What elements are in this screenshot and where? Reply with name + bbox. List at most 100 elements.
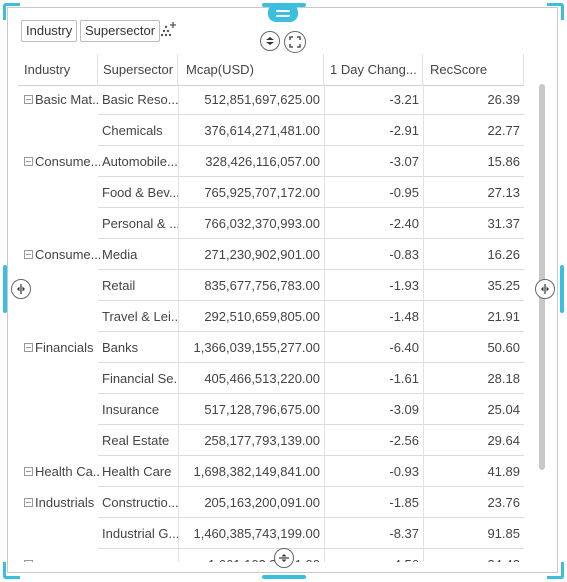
table-row[interactable]: Health Ca... Health Care 1,698,382,149,8… [18,456,524,487]
recscore-cell: 34.42 [423,549,524,562]
change-cell: -3.07 [324,146,423,177]
resize-corner-bottom-right[interactable] [547,562,564,579]
supersector-cell: Food & Bev... [98,177,178,208]
mcap-cell: 765,925,707,172.00 [178,177,324,208]
recscore-cell: 50.60 [423,332,524,363]
add-grouping-icon[interactable] [158,20,178,40]
expand-icon[interactable] [284,31,306,53]
change-cell: -1.93 [324,270,423,301]
table-row[interactable]: Industrial G... 1,460,385,743,199.00 -8.… [18,518,524,549]
mcap-cell: 1,661,102,84...1.00 [178,549,324,562]
vertical-scrollbar-thumb[interactable] [539,84,545,470]
recscore-cell: 25.04 [423,394,524,425]
collapse-icon[interactable] [24,250,33,260]
table-row[interactable]: Travel & Lei... 292,510,659,805.00 -1.48… [18,301,524,332]
industry-cell[interactable] [20,549,100,562]
collapse-icon[interactable] [24,560,33,562]
supersector-cell: Travel & Lei... [98,301,178,332]
recscore-cell: 21.91 [423,301,524,332]
collapse-icon[interactable] [24,157,33,167]
column-header-mcap[interactable]: Mcap(USD) [178,54,324,86]
mcap-cell: 405,466,513,220.00 [178,363,324,394]
recscore-cell: 29.64 [423,425,524,456]
table-row[interactable]: Retail 835,677,756,783.00 -1.93 35.25 [18,270,524,301]
recscore-cell: 31.37 [423,208,524,239]
supersector-cell: Media [98,239,178,270]
supersector-cell: Chemicals [98,115,178,146]
mcap-cell: 205,163,200,091.00 [178,487,324,518]
supersector-cell: Banks [98,332,178,363]
resize-edge-right[interactable] [560,265,564,313]
change-cell: -4.56 [324,549,423,562]
group-chip-supersector[interactable]: Supersector [80,20,161,42]
table-row[interactable]: Personal & ... 766,032,370,993.00 -2.40 … [18,208,524,239]
supersector-cell: Real Estate [98,425,178,456]
mcap-cell: 376,614,271,481.00 [178,115,324,146]
data-table: Industry Supersector Mcap(USD) 1 Day Cha… [18,54,524,562]
change-cell: -0.83 [324,239,423,270]
table-visual-frame [7,7,558,573]
resize-vertical-bottom-icon[interactable] [274,548,294,568]
column-header-recscore[interactable]: RecScore [423,54,524,86]
recscore-cell: 35.25 [423,270,524,301]
table-row[interactable]: Chemicals 376,614,271,481.00 -2.91 22.77 [18,115,524,146]
supersector-cell: Personal & ... [98,208,178,239]
change-cell: -3.21 [324,84,423,115]
column-header-1-day-change[interactable]: 1 Day Chang... [324,54,423,86]
collapse-icon[interactable] [24,343,33,353]
resize-horizontal-right-icon[interactable] [535,279,555,299]
resize-edge-bottom[interactable] [262,575,306,579]
collapse-icon[interactable] [24,95,33,105]
table-row[interactable]: Basic Mat... Basic Reso... 512,851,697,6… [18,84,524,115]
change-cell: -2.40 [324,208,423,239]
table-row[interactable]: Consume... Media 271,230,902,901.00 -0.8… [18,239,524,270]
recscore-cell: 28.18 [423,363,524,394]
table-row[interactable]: Insurance 517,128,796,675.00 -3.09 25.04 [18,394,524,425]
change-cell: -1.85 [324,487,423,518]
mcap-cell: 1,460,385,743,199.00 [178,518,324,549]
supersector-cell: Automobile... [98,146,178,177]
table-row[interactable]: Consume... Automobile... 328,426,116,057… [18,146,524,177]
group-chip-industry[interactable]: Industry [21,20,78,42]
column-header-industry[interactable]: Industry [18,54,98,86]
industry-cell[interactable]: Financials [20,332,100,363]
supersector-cell: Retail [98,270,178,301]
industry-cell[interactable]: Basic Mat... [20,84,100,115]
collapse-icon[interactable] [24,467,33,477]
supersector-cell: Industrial G... [98,518,178,549]
table-row[interactable]: Real Estate 258,177,793,139.00 -2.56 29.… [18,425,524,456]
mcap-cell: 292,510,659,805.00 [178,301,324,332]
change-cell: -6.40 [324,332,423,363]
table-row[interactable]: Financials Banks 1,366,039,155,277.00 -6… [18,332,524,363]
table-row[interactable]: Food & Bev... 765,925,707,172.00 -0.95 2… [18,177,524,208]
recscore-cell: 27.13 [423,177,524,208]
industry-cell[interactable]: Consume... [20,239,100,270]
mcap-cell: 1,698,382,149,841.00 [178,456,324,487]
change-cell: -0.93 [324,456,423,487]
column-header-supersector[interactable]: Supersector [98,54,178,86]
resize-edge-left[interactable] [3,265,7,313]
industry-cell[interactable]: Health Ca... [20,456,100,487]
resize-corner-top-right[interactable] [547,3,564,20]
mcap-cell: 512,851,697,625.00 [178,84,324,115]
resize-corner-top-left[interactable] [3,3,20,20]
change-cell: -1.61 [324,363,423,394]
mcap-cell: 328,426,116,057.00 [178,146,324,177]
table-row[interactable]: 1,661,102,84...1.00 -4.56 34.42 [18,549,524,562]
collapse-icon[interactable] [24,498,33,508]
sort-toggle-icon[interactable] [260,31,280,51]
table-row[interactable]: Industrials Constructio... 205,163,200,0… [18,487,524,518]
industry-cell[interactable]: Industrials [20,487,100,518]
resize-horizontal-left-icon[interactable] [11,279,31,299]
supersector-cell: Health Care [98,456,178,487]
mcap-cell: 258,177,793,139.00 [178,425,324,456]
move-handle-icon[interactable] [268,4,298,22]
recscore-cell: 23.76 [423,487,524,518]
resize-corner-bottom-left[interactable] [3,562,20,579]
recscore-cell: 41.89 [423,456,524,487]
table-row[interactable]: Financial Se... 405,466,513,220.00 -1.61… [18,363,524,394]
change-cell: -2.56 [324,425,423,456]
supersector-cell: Financial Se... [98,363,178,394]
industry-cell[interactable]: Consume... [20,146,100,177]
mcap-cell: 271,230,902,901.00 [178,239,324,270]
